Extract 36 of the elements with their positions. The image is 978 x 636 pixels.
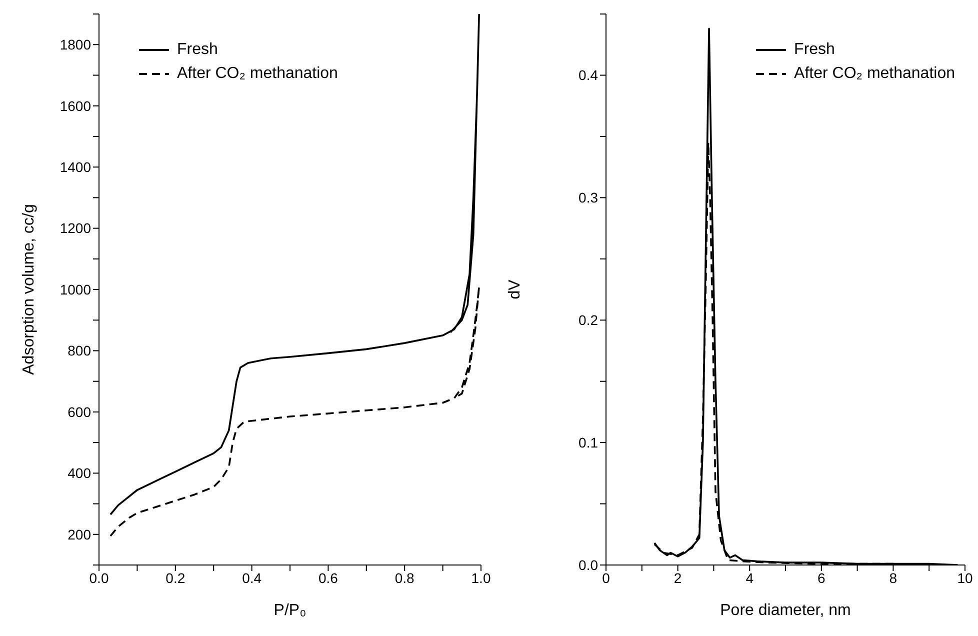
y-tick-label: 1800 xyxy=(60,36,92,53)
x-tick-label: 0.6 xyxy=(318,570,338,586)
y-tick-label: 0.4 xyxy=(578,67,598,84)
y-tick-label: 800 xyxy=(68,342,92,359)
legend-label: After CO₂ methanation xyxy=(177,64,338,84)
x-tick-label: 0.2 xyxy=(166,570,186,586)
x-tick-label: 6 xyxy=(818,570,826,586)
legend-label: Fresh xyxy=(794,40,835,60)
y-tick-label: 1000 xyxy=(60,281,92,298)
y-tick-label: 0.3 xyxy=(578,190,598,206)
y-tick-label: 1600 xyxy=(60,98,92,114)
y-axis-title: dV xyxy=(506,279,524,300)
x-tick-label: 2 xyxy=(674,570,682,586)
y-tick-label: 0.2 xyxy=(578,312,598,328)
x-tick-label: 0 xyxy=(602,570,610,586)
y-tick-label: 1400 xyxy=(60,159,92,176)
x-tick-label: 1.0 xyxy=(471,570,491,586)
line-series xyxy=(110,286,480,537)
x-tick-label: 0.0 xyxy=(89,570,109,586)
x-tick-label: 4 xyxy=(746,570,754,586)
y-tick-label: 0.0 xyxy=(578,556,598,573)
y-axis-title: Adsorption volume, cc/g xyxy=(20,204,38,375)
y-tick-label: 200 xyxy=(68,526,92,542)
legend-label: Fresh xyxy=(177,40,218,60)
line-series xyxy=(110,14,480,516)
y-tick-label: 1200 xyxy=(60,220,92,236)
x-axis-title: Pore diameter, nm xyxy=(720,602,851,619)
x-tick-label: 8 xyxy=(889,570,898,586)
x-axis-title: P/P₀ xyxy=(274,602,306,619)
x-tick-label: 10 xyxy=(957,570,973,586)
x-tick-label: 0.4 xyxy=(242,570,262,586)
y-tick-label: 0.1 xyxy=(578,434,598,451)
legend-label: After CO₂ methanation xyxy=(794,64,955,84)
y-tick-label: 600 xyxy=(68,404,92,420)
y-tick-label: 400 xyxy=(68,465,92,482)
x-tick-label: 0.8 xyxy=(394,570,415,586)
